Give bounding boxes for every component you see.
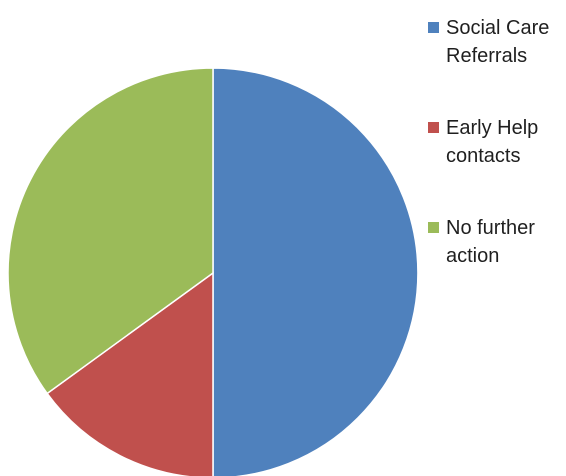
legend-label: Early Help contacts xyxy=(446,117,539,167)
legend-item-no-further-action: No further action xyxy=(425,214,566,314)
legend-swatch xyxy=(428,222,439,233)
pie-slices xyxy=(7,67,419,476)
legend-swatch xyxy=(428,22,439,33)
chart-legend: Social Care Referrals Early Help contact… xyxy=(425,14,566,314)
legend-item-early-help-contacts: Early Help contacts xyxy=(425,114,566,214)
pie-slice-no-further-action xyxy=(7,67,214,395)
legend-item-social-care-referrals: Social Care Referrals xyxy=(425,14,566,114)
pie-slice-early-help-contacts xyxy=(46,271,214,476)
legend-label: Social Care Referrals xyxy=(446,17,550,67)
pie-slice-social-care-referrals xyxy=(212,67,419,476)
legend-swatch xyxy=(428,122,439,133)
legend-label: No further action xyxy=(446,217,535,267)
